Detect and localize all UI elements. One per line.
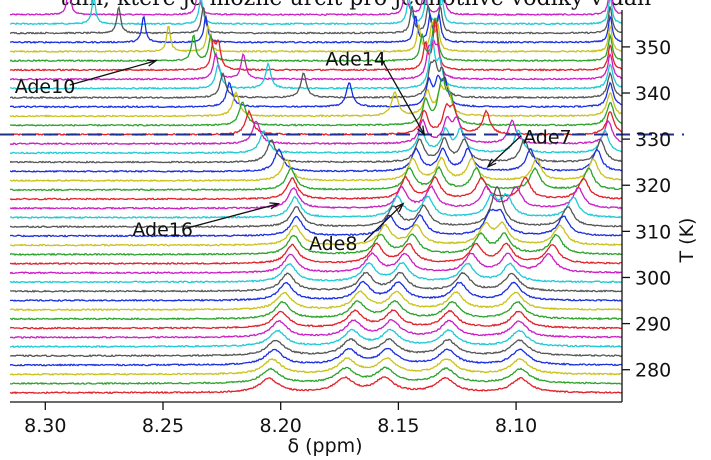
axes-group: 8.30 8.25 8.20 8.15 8.10 280 290 300 310 320 330 34… <box>10 10 671 437</box>
y-tick-label: 280 <box>635 360 671 382</box>
spectrum-trace <box>10 376 622 395</box>
y-tick-label: 300 <box>635 267 671 289</box>
spectrum-trace <box>10 35 622 90</box>
spectrum-trace <box>10 261 622 284</box>
x-tick-label: 8.10 <box>495 415 537 437</box>
annotation-label: Ade7 <box>523 127 572 149</box>
spectrum-trace <box>10 146 622 173</box>
y-tick-label: 310 <box>635 221 671 243</box>
annotation-label: Ade8 <box>309 233 358 255</box>
spectrum-trace <box>10 299 622 321</box>
trace-group <box>10 0 622 395</box>
x-tick-label: 8.20 <box>260 415 302 437</box>
annotation-label: Ade16 <box>132 219 193 241</box>
annotation-arrow <box>487 135 522 168</box>
y-tick-label: 330 <box>635 129 671 151</box>
annotation-arrow <box>187 203 279 229</box>
spectrum-trace <box>10 280 622 302</box>
spectrum-trace <box>10 319 622 339</box>
spectrum-trace <box>10 13 622 44</box>
annotation-arrowhead <box>486 158 497 169</box>
overlay-group: Ade10 Ade14 Ade7 Ade16 Ade8 <box>0 48 684 255</box>
spectrum-trace <box>10 17 622 63</box>
spectrum-trace <box>10 126 622 155</box>
x-tick-label: 8.25 <box>142 415 184 437</box>
spectrum-trace <box>10 39 622 81</box>
spectrum-trace <box>10 137 622 164</box>
spectrum-trace <box>10 74 622 109</box>
spectrum-trace <box>10 366 622 386</box>
spectrum-trace <box>10 115 622 146</box>
y-axis-title: T (K) <box>676 218 698 264</box>
spectrum-trace <box>10 356 622 376</box>
x-axis-title: δ (ppm) <box>287 435 362 457</box>
annotation-arrowhead <box>394 202 405 213</box>
y-tick-label: 290 <box>635 314 671 336</box>
spectrum-trace <box>10 347 622 367</box>
spectrum-trace <box>10 156 622 183</box>
annotation-label: Ade10 <box>15 76 76 98</box>
spectrum-trace <box>10 175 622 201</box>
spectrum-trace <box>10 221 622 247</box>
spectrum-trace <box>10 0 622 17</box>
spectrum-trace <box>10 59 622 100</box>
spectrum-trace <box>10 18 622 72</box>
spectrum-trace <box>10 192 622 220</box>
spectrum-trace <box>10 271 622 294</box>
spectrum-trace <box>10 242 622 266</box>
spectrum-trace <box>10 337 622 358</box>
spectrum-trace <box>10 3 622 35</box>
annotation-arrowhead <box>416 125 426 137</box>
y-tick-label: 350 <box>635 37 671 59</box>
y-tick-label: 340 <box>635 83 671 105</box>
caption-fragment: tain, které je možné určit pro jednotliv… <box>0 0 711 11</box>
spectrum-trace <box>10 185 622 210</box>
annotation-arrow <box>363 203 404 243</box>
x-tick-label: 8.15 <box>377 415 419 437</box>
spectrum-trace <box>10 290 622 312</box>
annotation-arrow <box>69 60 157 86</box>
spectrum-trace <box>10 251 622 275</box>
spectrum-trace <box>10 20 622 54</box>
annotation-label: Ade14 <box>325 48 386 70</box>
spectrum-trace <box>10 77 622 127</box>
annotation-arrow <box>379 57 425 135</box>
x-tick-label: 8.30 <box>24 415 66 437</box>
spectrum-trace <box>10 328 622 349</box>
spectrum-trace <box>10 185 622 229</box>
annotation-arrowhead <box>269 202 281 210</box>
spectrum-trace <box>10 231 622 256</box>
spectrum-trace <box>10 0 622 26</box>
y-tick-label: 320 <box>635 175 671 197</box>
spectrum-trace <box>10 308 622 330</box>
spectrum-trace <box>10 83 622 118</box>
spectrum-trace <box>10 208 622 238</box>
annotation-arrowhead <box>146 59 158 67</box>
